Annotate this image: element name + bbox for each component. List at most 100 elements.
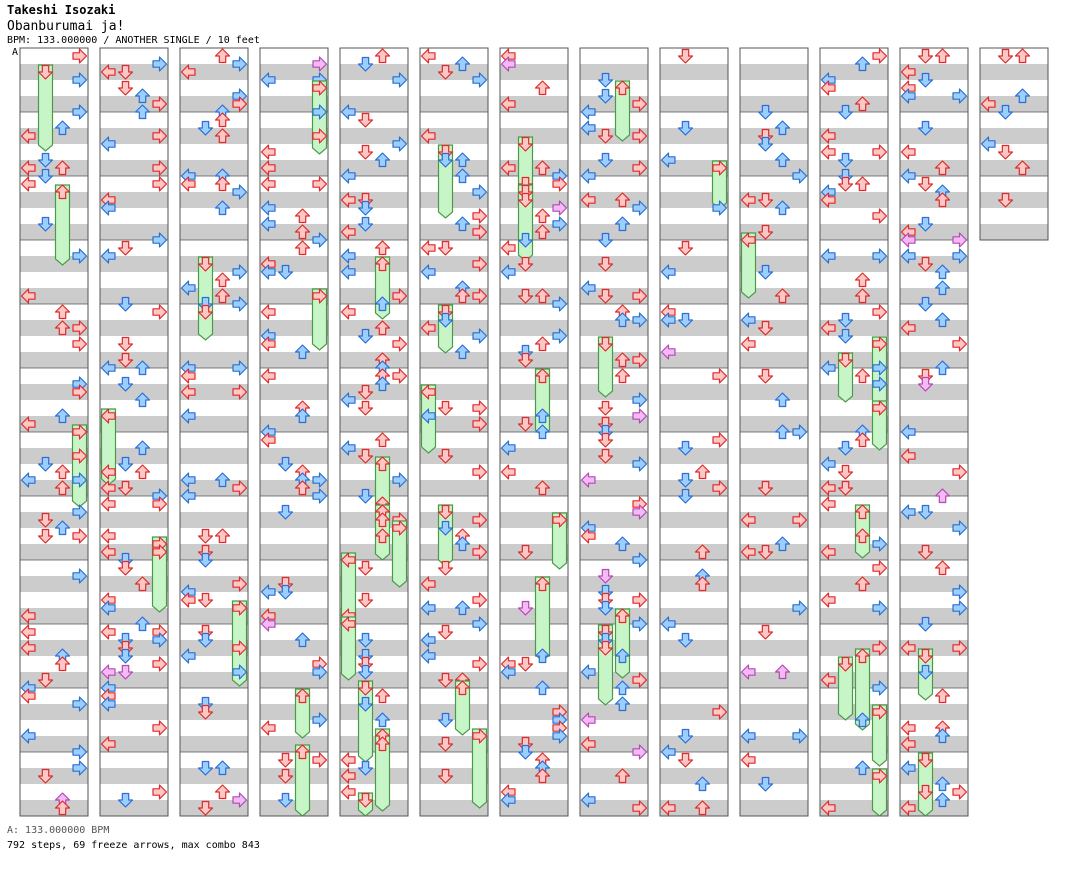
arrow-down-icon bbox=[357, 656, 374, 672]
arrow-left-icon bbox=[100, 136, 116, 152]
arrow-down-icon bbox=[437, 152, 454, 168]
arrow-left-icon bbox=[420, 600, 436, 616]
arrow-up-icon bbox=[534, 336, 551, 352]
arrow-down-icon bbox=[597, 288, 614, 304]
arrow-down-icon bbox=[517, 256, 534, 272]
arrow-up-icon bbox=[854, 288, 871, 304]
arrow-up-icon bbox=[214, 48, 231, 64]
arrow-down-icon bbox=[517, 192, 534, 208]
arrow-right-icon bbox=[552, 728, 568, 744]
arrow-down-icon bbox=[357, 696, 374, 712]
arrow-up-icon bbox=[534, 768, 551, 784]
arrow-right-icon bbox=[392, 72, 408, 88]
arrow-down-icon bbox=[117, 376, 134, 392]
arrow-up-icon bbox=[934, 792, 951, 808]
arrow-left-icon bbox=[740, 728, 756, 744]
arrow-up-icon bbox=[214, 472, 231, 488]
arrow-up-icon bbox=[374, 712, 391, 728]
arrow-down-icon bbox=[837, 464, 854, 480]
arrow-up-icon bbox=[614, 192, 631, 208]
arrow-up-icon bbox=[854, 760, 871, 776]
arrow-left-icon bbox=[20, 640, 36, 656]
arrow-up-icon bbox=[214, 128, 231, 144]
arrow-down-icon bbox=[357, 664, 374, 680]
arrow-up-icon bbox=[454, 168, 471, 184]
arrow-down-icon bbox=[117, 336, 134, 352]
arrow-left-icon bbox=[420, 128, 436, 144]
arrow-left-icon bbox=[980, 136, 996, 152]
arrow-down-icon bbox=[197, 760, 214, 776]
arrow-up-icon bbox=[614, 696, 631, 712]
arrow-up-icon bbox=[374, 432, 391, 448]
arrow-left-icon bbox=[260, 200, 276, 216]
arrow-right-icon bbox=[872, 208, 888, 224]
arrow-down-icon bbox=[517, 656, 534, 672]
arrow-up-icon bbox=[854, 576, 871, 592]
arrow-left-icon bbox=[660, 344, 676, 360]
arrow-right-icon bbox=[952, 232, 968, 248]
arrow-left-icon bbox=[100, 736, 116, 752]
arrow-up-icon bbox=[374, 736, 391, 752]
freeze-arrow bbox=[871, 400, 888, 451]
arrow-up-icon bbox=[374, 456, 391, 472]
arrow-left-icon bbox=[740, 544, 756, 560]
freeze-arrow bbox=[100, 408, 117, 486]
arrow-right-icon bbox=[232, 600, 248, 616]
arrow-down-icon bbox=[917, 176, 934, 192]
chart-column bbox=[339, 47, 409, 817]
arrow-right-icon bbox=[632, 672, 648, 688]
arrow-down-icon bbox=[677, 752, 694, 768]
arrow-up-icon bbox=[774, 664, 791, 680]
arrow-right-icon bbox=[312, 104, 328, 120]
arrow-right-icon bbox=[72, 528, 88, 544]
arrow-up-icon bbox=[534, 424, 551, 440]
arrow-up-icon bbox=[294, 480, 311, 496]
arrow-left-icon bbox=[260, 72, 276, 88]
arrow-right-icon bbox=[152, 56, 168, 72]
arrow-left-icon bbox=[500, 240, 516, 256]
arrow-down-icon bbox=[357, 400, 374, 416]
freeze-arrow bbox=[311, 288, 328, 351]
arrow-right-icon bbox=[472, 544, 488, 560]
arrow-right-icon bbox=[952, 584, 968, 600]
arrow-down-icon bbox=[677, 440, 694, 456]
arrow-left-icon bbox=[820, 456, 836, 472]
arrow-up-icon bbox=[374, 376, 391, 392]
arrow-up-icon bbox=[774, 392, 791, 408]
arrow-up-icon bbox=[374, 152, 391, 168]
arrow-right-icon bbox=[632, 200, 648, 216]
arrow-left-icon bbox=[500, 264, 516, 280]
arrow-down-icon bbox=[837, 440, 854, 456]
arrow-left-icon bbox=[20, 624, 36, 640]
arrow-left-icon bbox=[740, 664, 756, 680]
arrow-right-icon bbox=[392, 368, 408, 384]
arrow-down-icon bbox=[197, 544, 214, 560]
arrow-down-icon bbox=[437, 672, 454, 688]
arrow-up-icon bbox=[534, 224, 551, 240]
arrow-right-icon bbox=[472, 616, 488, 632]
arrow-right-icon bbox=[472, 328, 488, 344]
arrow-left-icon bbox=[900, 504, 916, 520]
arrow-down-icon bbox=[357, 648, 374, 664]
arrow-up-icon bbox=[854, 96, 871, 112]
arrow-up-icon bbox=[454, 680, 471, 696]
arrow-down-icon bbox=[517, 232, 534, 248]
arrow-down-icon bbox=[437, 304, 454, 320]
arrow-down-icon bbox=[677, 120, 694, 136]
arrow-right-icon bbox=[712, 704, 728, 720]
arrow-left-icon bbox=[100, 600, 116, 616]
arrow-left-icon bbox=[180, 64, 196, 80]
arrow-down-icon bbox=[197, 120, 214, 136]
arrow-right-icon bbox=[392, 336, 408, 352]
arrow-up-icon bbox=[534, 368, 551, 384]
arrow-down-icon bbox=[677, 312, 694, 328]
arrow-right-icon bbox=[72, 744, 88, 760]
arrow-left-icon bbox=[820, 672, 836, 688]
arrow-up-icon bbox=[214, 200, 231, 216]
arrow-left-icon bbox=[820, 496, 836, 512]
arrow-down-icon bbox=[757, 368, 774, 384]
arrow-right-icon bbox=[632, 800, 648, 816]
arrow-down-icon bbox=[197, 624, 214, 640]
arrow-down-icon bbox=[517, 176, 534, 192]
arrow-right-icon bbox=[472, 400, 488, 416]
